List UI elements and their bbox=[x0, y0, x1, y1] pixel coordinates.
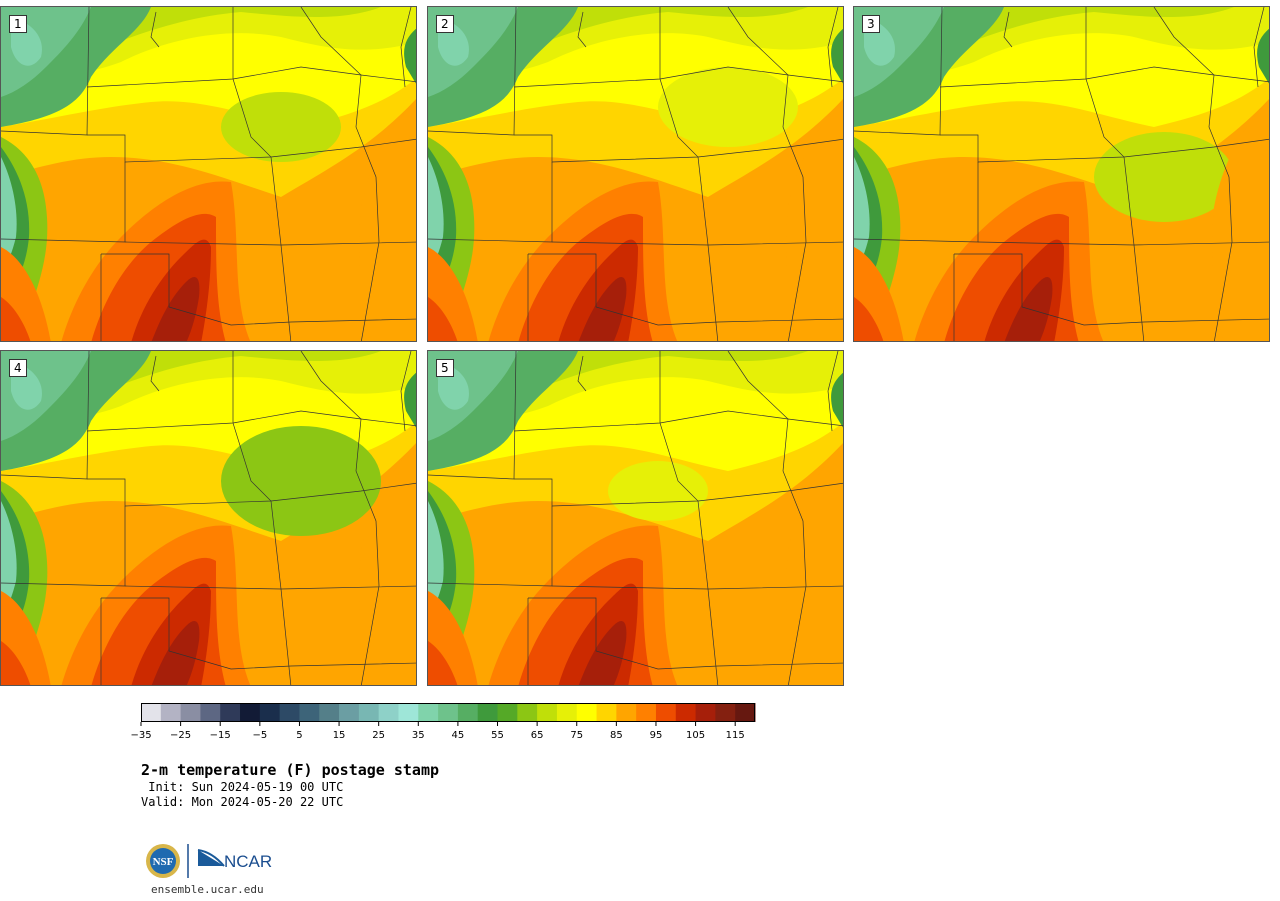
colorbar-tick-label: 85 bbox=[610, 730, 623, 741]
temperature-map bbox=[1, 351, 416, 685]
colorbar-swatch bbox=[537, 703, 558, 722]
colorbar-swatch bbox=[319, 703, 340, 722]
temperature-map bbox=[854, 7, 1269, 341]
site-url: ensemble.ucar.edu bbox=[151, 883, 264, 896]
colorbar-swatch bbox=[477, 703, 499, 722]
colorbar-swatch bbox=[160, 703, 182, 722]
colorbar-swatch bbox=[259, 703, 281, 722]
colorbar-outline bbox=[141, 703, 755, 722]
colorbar-swatch bbox=[200, 703, 221, 722]
colorbar-swatch bbox=[497, 703, 518, 722]
colorbar-swatch bbox=[735, 703, 756, 722]
colorbar-swatch bbox=[636, 703, 657, 722]
temperature-map bbox=[428, 7, 843, 341]
ncar-logo-text: NCAR bbox=[224, 852, 272, 871]
valid-time: Valid: Mon 2024-05-20 22 UTC bbox=[141, 795, 344, 809]
member-panel: 3 bbox=[853, 6, 1270, 342]
colorbar-tick-label: 55 bbox=[491, 730, 504, 741]
colorbar-tick-label: 105 bbox=[686, 730, 705, 741]
colorbar-swatch bbox=[655, 703, 677, 722]
colorbar-swatch bbox=[358, 703, 380, 722]
member-number-label: 3 bbox=[862, 15, 880, 33]
colorbar-swatch bbox=[240, 703, 261, 722]
init-time: Init: Sun 2024-05-19 00 UTC bbox=[141, 780, 344, 794]
colorbar-swatch bbox=[180, 703, 201, 722]
colorbar-tick-label: 5 bbox=[296, 730, 302, 741]
colorbar-swatch bbox=[279, 703, 300, 722]
colorbar-swatch bbox=[438, 703, 459, 722]
colorbar-tick-label: −25 bbox=[170, 730, 191, 741]
colorbar-swatch bbox=[596, 703, 617, 722]
colorbar-tick-label: −15 bbox=[210, 730, 231, 741]
colorbar-swatch bbox=[576, 703, 598, 722]
member-number-label: 4 bbox=[9, 359, 27, 377]
colorbar-swatch bbox=[457, 703, 479, 722]
temperature-map bbox=[1, 7, 416, 341]
colorbar-swatch bbox=[616, 703, 637, 722]
colorbar-swatch bbox=[695, 703, 716, 722]
colorbar-tick-label: −35 bbox=[130, 730, 151, 741]
colorbar-tick-label: 15 bbox=[333, 730, 346, 741]
member-panel: 1 bbox=[0, 6, 417, 342]
member-number-label: 1 bbox=[9, 15, 27, 33]
colorbar-tick-label: 25 bbox=[372, 730, 385, 741]
member-panel: 4 bbox=[0, 350, 417, 686]
colorbar-swatch bbox=[141, 703, 162, 722]
colorbar-swatch bbox=[556, 703, 578, 722]
colorbar-tick-label: 115 bbox=[726, 730, 745, 741]
colorbar-tick-label: 95 bbox=[650, 730, 663, 741]
colorbar-swatch bbox=[378, 703, 399, 722]
colorbar-swatch bbox=[517, 703, 538, 722]
colorbar-tick-label: −5 bbox=[252, 730, 267, 741]
plot-title: 2-m temperature (F) postage stamp bbox=[141, 761, 440, 779]
temperature-map bbox=[428, 351, 843, 685]
colorbar-swatch bbox=[418, 703, 439, 722]
colorbar-tick-label: 35 bbox=[412, 730, 425, 741]
member-panel: 5 bbox=[427, 350, 844, 686]
colorbar-tick-label: 75 bbox=[570, 730, 583, 741]
colorbar-tick-label: 45 bbox=[452, 730, 465, 741]
colorbar-swatch bbox=[675, 703, 697, 722]
member-number-label: 5 bbox=[436, 359, 454, 377]
nsf-ncar-logo: NSF NCAR bbox=[146, 844, 272, 878]
member-number-label: 2 bbox=[436, 15, 454, 33]
temperature-colorbar: −35 −25 −15 −5 5 15 25 35 45 55 65 75 85 95 105 115 bbox=[130, 703, 756, 741]
colorbar-tick-label: 65 bbox=[531, 730, 544, 741]
nsf-logo-text: NSF bbox=[153, 856, 174, 868]
colorbar-swatch bbox=[715, 703, 736, 722]
colorbar-swatch bbox=[398, 703, 419, 722]
member-panel: 2 bbox=[427, 6, 844, 342]
colorbar-swatch bbox=[299, 703, 320, 722]
colorbar-swatch bbox=[339, 703, 360, 722]
colorbar-swatch bbox=[220, 703, 241, 722]
